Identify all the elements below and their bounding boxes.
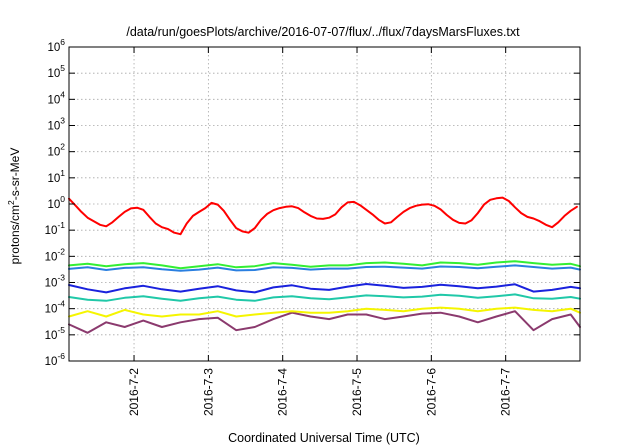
y-tick-label: 10-3 — [45, 273, 66, 290]
y-tick-label-exp: -3 — [57, 273, 65, 283]
y-tick-label-base: 10 — [45, 356, 58, 368]
chart-title: /data/run/goesPlots/archive/2016-07-07/f… — [126, 25, 520, 39]
y-tick-label: 10-4 — [45, 299, 66, 316]
y-tick-label-base: 10 — [45, 225, 58, 237]
y-tick-label-exp: 2 — [60, 142, 65, 152]
y-tick-label-exp: 3 — [60, 116, 65, 126]
y-tick-label-base: 10 — [45, 278, 58, 290]
y-tick-label-base: 10 — [47, 68, 60, 80]
y-tick-label-exp: 1 — [60, 168, 65, 178]
x-axis-label: Coordinated Universal Time (UTC) — [228, 431, 420, 445]
y-tick-label-base: 10 — [47, 147, 60, 159]
x-tick-label: 2016-7-3 — [201, 368, 215, 416]
axes: 10-610-510-410-310-210-11001011021031041… — [45, 37, 580, 416]
y-tick-label: 101 — [47, 168, 65, 185]
y-tick-label: 10-6 — [45, 351, 66, 368]
y-tick-label-exp: -5 — [57, 325, 65, 335]
y-axis-label-sup: 2 — [6, 200, 16, 205]
y-tick-label-base: 10 — [45, 330, 58, 342]
y-tick-label-base: 10 — [45, 251, 58, 263]
y-tick-label: 106 — [47, 37, 65, 54]
x-tick-label: 2016-7-5 — [350, 368, 364, 416]
y-tick-label-base: 10 — [47, 42, 60, 54]
x-tick-label: 2016-7-4 — [276, 368, 290, 416]
y-tick-label: 100 — [47, 194, 65, 211]
y-tick-label-exp: 4 — [60, 89, 65, 99]
y-tick-label-base: 10 — [45, 304, 58, 316]
series-line — [68, 306, 581, 318]
y-tick-label-exp: 0 — [60, 194, 65, 204]
y-tick-label-exp: 5 — [60, 63, 65, 73]
y-tick-label: 102 — [47, 142, 65, 159]
x-tick-label: 2016-7-6 — [424, 368, 438, 416]
y-tick-label-exp: -1 — [57, 220, 65, 230]
grid — [69, 47, 580, 361]
y-axis-label-prefix: protons/cm — [8, 205, 22, 264]
series-group — [68, 196, 581, 334]
x-tick-label: 2016-7-7 — [499, 368, 513, 416]
y-tick-label-base: 10 — [47, 173, 60, 185]
series-line — [68, 283, 581, 294]
series-line — [68, 196, 578, 236]
y-tick-label-exp: -2 — [57, 246, 65, 256]
y-tick-label-base: 10 — [47, 199, 60, 211]
y-tick-label: 10-1 — [45, 220, 66, 237]
y-tick-label-exp: -6 — [57, 351, 65, 361]
y-tick-label: 10-2 — [45, 246, 66, 263]
y-tick-label: 10-5 — [45, 325, 66, 342]
series-line — [68, 260, 581, 270]
series-line — [68, 264, 581, 272]
y-tick-label: 104 — [47, 89, 65, 106]
y-axis-label: protons/cm2-s-sr-MeV — [6, 148, 22, 265]
y-tick-label-exp: -4 — [57, 299, 65, 309]
y-tick-label: 103 — [47, 116, 65, 133]
series-line — [68, 293, 581, 302]
y-tick-label-base: 10 — [47, 94, 60, 106]
y-tick-label: 105 — [47, 63, 65, 80]
y-tick-label-base: 10 — [47, 121, 60, 133]
y-axis-label-suffix: -s-sr-MeV — [8, 148, 22, 201]
y-tick-label-exp: 6 — [60, 37, 65, 47]
series-line — [68, 310, 581, 334]
x-tick-label: 2016-7-2 — [127, 368, 141, 416]
